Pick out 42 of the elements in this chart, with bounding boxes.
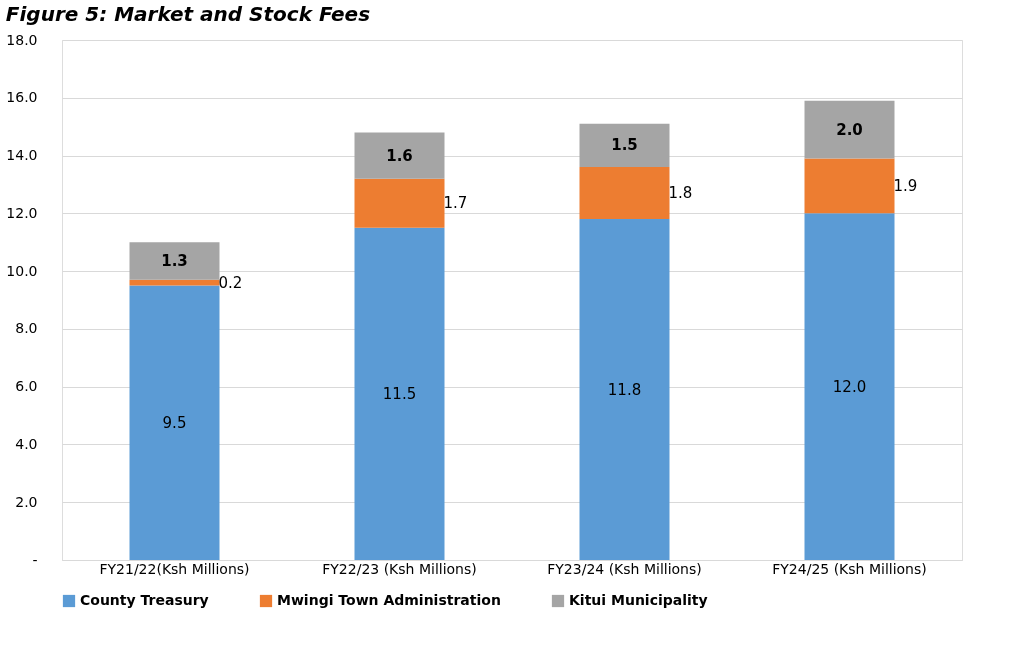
bar: [804, 158, 895, 214]
x-tick-label: FY23/24 (Ksh Millions): [547, 560, 702, 577]
x-tick-label: FY22/23 (Ksh Millions): [322, 560, 477, 577]
data-label: 11.8: [607, 380, 642, 399]
y-tick-label: 8.0: [15, 320, 38, 337]
bar: [129, 279, 220, 286]
data-label: 11.5: [382, 384, 417, 403]
legend-label: Kitui Municipality: [569, 592, 708, 608]
data-label: 9.5: [162, 413, 187, 432]
legend-label: Mwingi Town Administration: [277, 592, 501, 608]
y-tick-label: 14.0: [6, 147, 38, 164]
bar: [129, 285, 220, 560]
bar: [579, 123, 670, 168]
y-tick-label: -: [32, 551, 38, 568]
bar: [579, 167, 670, 220]
y-tick-label: 10.0: [6, 262, 38, 279]
legend-label: County Treasury: [80, 592, 209, 608]
y-tick-label: 6.0: [15, 378, 38, 395]
y-tick-label: 18.0: [6, 31, 38, 48]
y-tick-label: 4.0: [15, 435, 38, 452]
bar: [354, 178, 445, 228]
bar: [354, 227, 445, 560]
bar: [354, 132, 445, 179]
y-tick-label: 16.0: [6, 89, 38, 106]
bar: [579, 219, 670, 560]
bar: [804, 213, 895, 560]
data-label: 1.7: [443, 194, 468, 213]
y-tick-label: 12.0: [6, 204, 38, 221]
bar: [804, 100, 895, 159]
x-tick-label: FY24/25 (Ksh Millions): [772, 560, 927, 577]
data-label: 1.6: [386, 146, 413, 165]
data-label: 1.9: [893, 176, 918, 195]
data-label: 1.3: [161, 252, 188, 270]
chart-title: Figure 5: Market and Stock Fees: [5, 2, 371, 26]
data-label: 1.5: [611, 136, 638, 155]
data-label: 1.8: [668, 184, 693, 203]
data-label: 2.0: [836, 120, 863, 139]
bar: [129, 242, 220, 280]
y-tick-label: 2.0: [15, 493, 38, 510]
data-label: 12.0: [832, 377, 867, 396]
data-label: 0.2: [218, 273, 243, 292]
x-tick-label: FY21/22(Ksh Millions): [99, 560, 250, 577]
